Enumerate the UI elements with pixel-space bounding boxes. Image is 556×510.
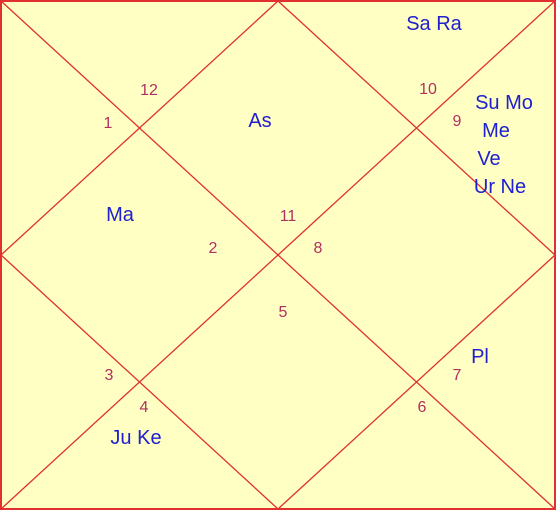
house-number-3: 3 [105,367,114,384]
planet-as: As [248,110,271,132]
house-number-12: 12 [140,82,158,99]
planet-ur-ne: Ur Ne [474,176,526,198]
house-number-1: 1 [104,115,113,132]
house-number-11: 11 [280,208,297,225]
diamond-edge [277,254,556,510]
house-number-2: 2 [209,240,218,257]
planet-pl: Pl [471,346,489,368]
house-number-7: 7 [453,367,462,384]
planet-su-mo: Su Mo [475,92,533,114]
planet-ju-ke: Ju Ke [110,427,161,449]
house-number-9: 9 [453,113,462,130]
house-number-5: 5 [279,304,288,321]
diamond-edge [277,0,556,256]
house-number-8: 8 [314,240,323,257]
house-number-10: 10 [419,81,437,98]
house-number-6: 6 [418,399,427,416]
planet-ve: Ve [477,148,500,170]
house-number-4: 4 [140,399,149,416]
diamond-edge [0,254,279,510]
planet-me: Me [482,120,510,142]
diamond-edge [0,0,279,256]
planet-ma: Ma [106,204,135,226]
planet-sa-ra: Sa Ra [406,13,462,35]
